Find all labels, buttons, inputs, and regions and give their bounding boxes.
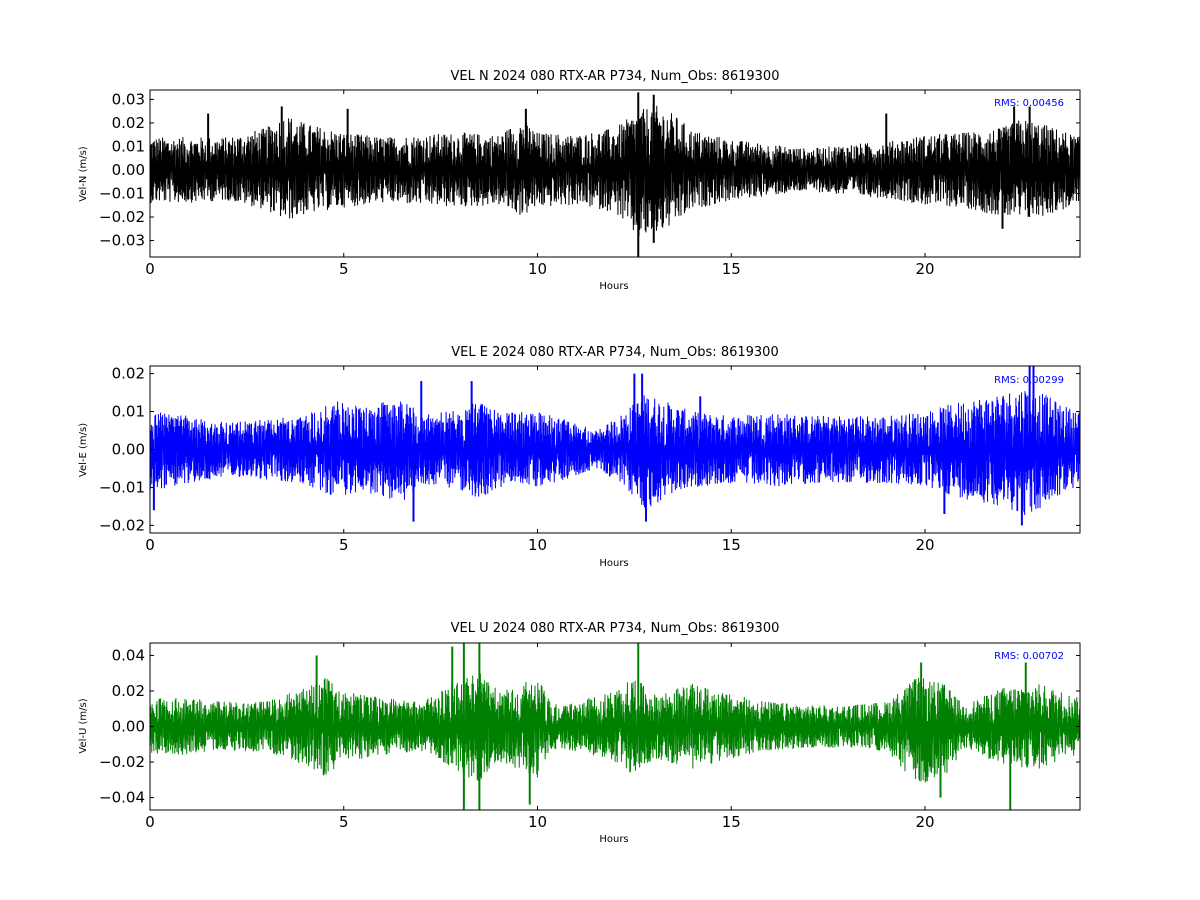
x-axis-label: Hours xyxy=(599,834,628,845)
x-tick-label: 0 xyxy=(145,813,155,831)
y-axis-label: Vel-N (m/s) xyxy=(78,146,89,201)
series-line xyxy=(150,104,1080,237)
y-tick-label: 0.01 xyxy=(112,403,145,421)
plot-area: 0 5 10 15 20 −0.04 −0.02 0.00 0.02 0.04 xyxy=(99,642,1081,831)
x-tick-label: 15 xyxy=(722,813,741,831)
x-tick-label: 5 xyxy=(339,536,349,554)
x-tick-label: 20 xyxy=(915,536,934,554)
x-tick-label: 5 xyxy=(339,813,349,831)
rms-annotation: RMS: 0.00299 xyxy=(994,375,1064,386)
x-tick-label: 15 xyxy=(722,536,741,554)
chart-title: VEL U 2024 080 RTX-AR P734, Num_Obs: 861… xyxy=(451,621,780,636)
plot-area: 0 5 10 15 20 −0.02 −0.01 0.00 0.01 0.02 xyxy=(99,365,1081,554)
x-tick-label: 0 xyxy=(145,260,155,278)
panel-up: VEL U 2024 080 RTX-AR P734, Num_Obs: 861… xyxy=(78,621,1081,845)
y-tick-label: 0.04 xyxy=(112,646,145,664)
x-axis-label: Hours xyxy=(599,558,628,569)
x-tick-label: 20 xyxy=(915,813,934,831)
y-tick-label: 0.00 xyxy=(112,161,145,179)
y-tick-label: −0.02 xyxy=(99,516,145,534)
y-tick-label: −0.03 xyxy=(99,232,145,250)
x-tick-label: 10 xyxy=(528,260,547,278)
panel-north: VEL N 2024 080 RTX-AR P734, Num_Obs: 861… xyxy=(78,69,1081,292)
y-tick-label: −0.02 xyxy=(99,208,145,226)
series-line xyxy=(150,391,1080,515)
x-tick-label: 20 xyxy=(915,260,934,278)
chart-title: VEL E 2024 080 RTX-AR P734, Num_Obs: 861… xyxy=(451,345,778,360)
y-tick-label: 0.01 xyxy=(112,137,145,155)
y-tick-label: −0.02 xyxy=(99,753,145,771)
rms-annotation: RMS: 0.00456 xyxy=(994,98,1064,109)
y-tick-label: −0.04 xyxy=(99,789,145,807)
y-tick-label: −0.01 xyxy=(99,478,145,496)
plot-area: 0 5 10 15 20 −0.03 −0.02 −0.01 0.00 0.01 0.02 0.03 xyxy=(99,89,1081,278)
y-tick-label: 0.02 xyxy=(112,682,145,700)
y-tick-label: 0.03 xyxy=(112,90,145,108)
chart-title: VEL N 2024 080 RTX-AR P734, Num_Obs: 861… xyxy=(451,69,780,84)
y-tick-label: 0.00 xyxy=(112,718,145,736)
y-axis-label: Vel-U (m/s) xyxy=(78,698,89,753)
panel-east: VEL E 2024 080 RTX-AR P734, Num_Obs: 861… xyxy=(78,345,1081,569)
x-tick-label: 10 xyxy=(528,813,547,831)
y-axis-label: Vel-E (m/s) xyxy=(78,423,89,477)
x-tick-label: 5 xyxy=(339,260,349,278)
x-tick-label: 10 xyxy=(528,536,547,554)
x-axis-label: Hours xyxy=(599,281,628,292)
y-tick-label: −0.01 xyxy=(99,184,145,202)
y-tick-label: 0.02 xyxy=(112,114,145,132)
x-tick-label: 15 xyxy=(722,260,741,278)
series-line xyxy=(150,672,1080,783)
x-tick-label: 0 xyxy=(145,536,155,554)
rms-annotation: RMS: 0.00702 xyxy=(994,651,1064,662)
y-tick-label: 0.00 xyxy=(112,441,145,459)
axes-frame xyxy=(149,89,1081,258)
y-tick-label: 0.02 xyxy=(112,365,145,383)
